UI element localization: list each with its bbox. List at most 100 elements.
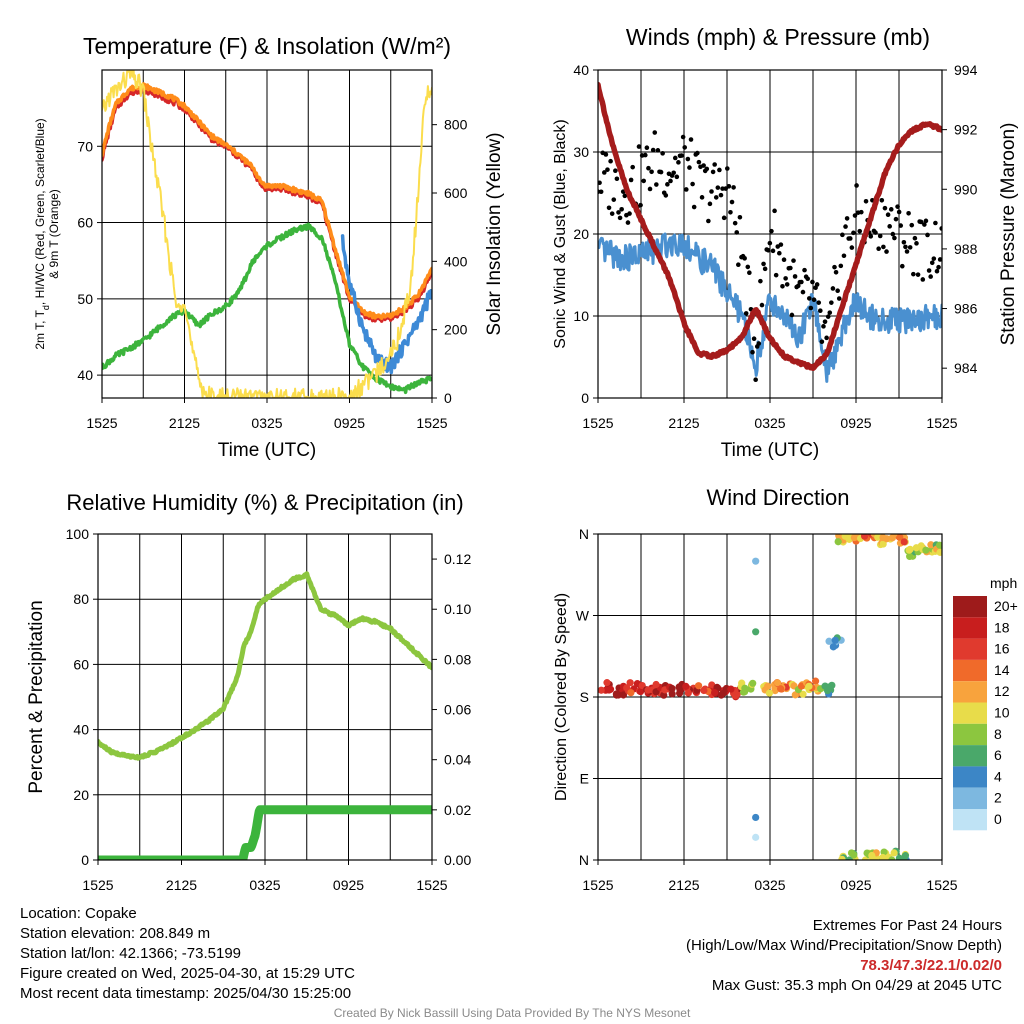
gust-point xyxy=(671,170,676,176)
gust-point xyxy=(723,186,729,191)
gust-point xyxy=(676,160,681,165)
chart-rh: Relative Humidity (%) & Precipitation (i… xyxy=(66,490,472,893)
gust-point xyxy=(687,165,692,170)
gust-point xyxy=(800,289,806,295)
gust-point xyxy=(926,268,932,273)
x-tick-label: 0325 xyxy=(249,877,280,893)
direction-point xyxy=(901,852,910,860)
y-tick-label: 20 xyxy=(573,226,589,242)
gust-point xyxy=(819,339,825,345)
direction-point xyxy=(711,689,719,697)
series-line-pressure xyxy=(598,81,942,372)
gust-point xyxy=(876,246,881,252)
legend-label: 8 xyxy=(994,726,1002,742)
gust-point xyxy=(868,234,874,239)
gust-point xyxy=(617,215,623,221)
gust-point xyxy=(736,262,741,268)
gust-point xyxy=(627,211,632,216)
gust-point xyxy=(888,207,894,212)
gust-point xyxy=(769,228,774,234)
gust-point xyxy=(922,222,927,227)
gust-point xyxy=(731,185,736,190)
y2-tick-label: 988 xyxy=(954,241,978,257)
y-tick-label: 70 xyxy=(77,138,93,154)
gust-point xyxy=(701,163,706,168)
gust-point xyxy=(712,162,717,167)
gust-point xyxy=(832,264,837,270)
direction-point xyxy=(626,679,634,687)
direction-point xyxy=(700,686,708,695)
gust-point xyxy=(726,184,732,189)
gust-point xyxy=(663,193,669,198)
x-tick-label: 0925 xyxy=(840,877,871,893)
direction-point xyxy=(811,677,820,685)
legend-swatch xyxy=(953,723,987,746)
plot-area xyxy=(102,70,432,398)
gust-point xyxy=(756,341,762,346)
gust-point xyxy=(695,150,700,156)
legend-swatch xyxy=(953,638,987,660)
y-tick-label: 10 xyxy=(573,308,589,324)
gust-point xyxy=(936,264,941,270)
gust-point xyxy=(863,198,869,204)
gust-point xyxy=(898,223,904,228)
gust-point xyxy=(928,274,933,279)
gust-point xyxy=(682,145,688,150)
gust-point xyxy=(814,282,820,287)
y2-tick-label: 0.02 xyxy=(444,802,471,818)
direction-point xyxy=(619,691,628,699)
gust-point xyxy=(937,257,942,262)
direction-point xyxy=(917,542,925,550)
direction-point xyxy=(829,643,837,651)
gust-point xyxy=(759,302,765,308)
gust-point xyxy=(608,158,613,164)
direction-point xyxy=(825,637,833,645)
direction-point xyxy=(752,628,760,636)
plot-frame xyxy=(97,533,433,861)
direction-point xyxy=(668,690,676,698)
x-axis-label: Time (UTC) xyxy=(218,440,317,461)
y2-tick-label: 986 xyxy=(954,301,978,317)
gust-point xyxy=(892,235,897,241)
gust-point xyxy=(720,186,725,191)
temp-y-label-line2: & 9m T (Orange) xyxy=(47,189,61,279)
y2-tick-label: 992 xyxy=(954,122,978,138)
gust-point xyxy=(895,204,900,209)
gust-point xyxy=(840,232,845,238)
x-tick-label: 0325 xyxy=(251,415,282,431)
y-tick-label: 20 xyxy=(73,787,89,803)
y2-tick-label: 0 xyxy=(444,390,452,406)
credit-line: Created By Nick Bassill Using Data Provi… xyxy=(333,1006,691,1020)
series-line-temp_9m xyxy=(102,82,432,321)
y-tick-label: 50 xyxy=(77,291,93,307)
gust-point xyxy=(709,189,714,194)
gust-point xyxy=(767,240,773,246)
gust-point xyxy=(674,174,680,180)
extremes-subheading: (High/Low/Max Wind/Precipitation/Snow De… xyxy=(686,937,1002,954)
legend-title: mph xyxy=(990,575,1017,591)
gust-point xyxy=(753,377,758,382)
direction-point xyxy=(773,679,782,687)
gust-point xyxy=(704,166,710,172)
gust-point xyxy=(934,268,940,274)
gust-point xyxy=(728,210,733,215)
direction-point xyxy=(791,691,799,699)
gust-point xyxy=(706,218,711,224)
direction-point xyxy=(682,682,690,690)
gust-point xyxy=(879,197,885,203)
y-tick-label: E xyxy=(580,771,589,787)
y-tick-label: 100 xyxy=(66,526,90,542)
gust-point xyxy=(646,165,651,171)
direction-point xyxy=(777,685,785,693)
gust-point xyxy=(650,147,656,153)
x-tick-label: 1525 xyxy=(416,415,447,431)
gust-point xyxy=(665,182,670,187)
direction-point xyxy=(627,689,635,697)
gust-point xyxy=(914,241,919,246)
gust-point xyxy=(765,247,771,253)
gust-point xyxy=(737,214,743,220)
station-location: Location: Copake xyxy=(20,905,137,922)
direction-point xyxy=(752,833,760,841)
gust-point xyxy=(745,264,751,270)
gust-point xyxy=(778,242,784,247)
